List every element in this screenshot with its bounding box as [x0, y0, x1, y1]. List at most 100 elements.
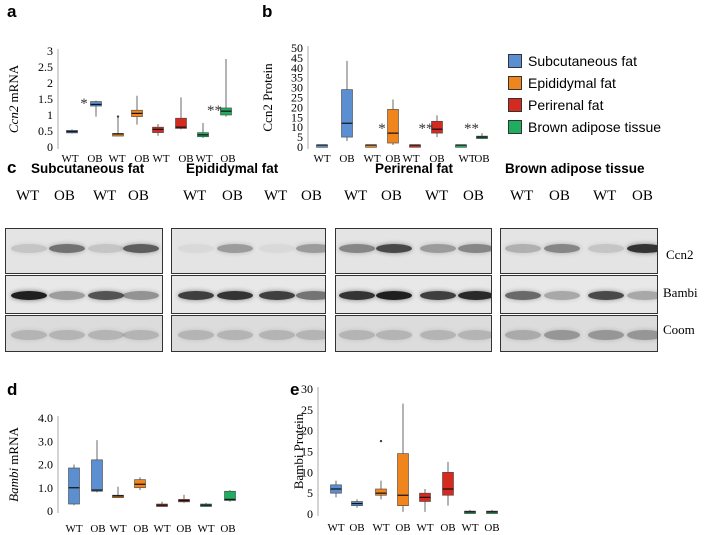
x-tick-label: WT: [109, 523, 126, 535]
blot-band: [627, 243, 657, 253]
legend-item: Subcutaneous fat: [508, 50, 661, 72]
blot-strip: [500, 228, 658, 274]
x-tick-label: OB: [339, 153, 354, 165]
blot-band: [588, 243, 624, 253]
legend-swatch: [508, 98, 522, 112]
blot-band: [11, 243, 47, 253]
x-tick-label: OB: [440, 522, 455, 534]
x-tick-label: WT: [458, 153, 475, 165]
box: [397, 453, 409, 506]
x-tick-label: OB: [474, 153, 489, 165]
box: [387, 109, 399, 144]
blot-band: [505, 329, 541, 340]
blot-strip: [5, 275, 163, 314]
panel-letter-e: e: [290, 380, 300, 399]
y-tick-label: 5: [307, 486, 313, 500]
lane-label: WT: [510, 188, 534, 204]
blot-band: [178, 291, 214, 300]
blot-band: [505, 291, 541, 300]
blot-strip: [5, 315, 163, 352]
blot-strip: [500, 315, 658, 352]
lane-label: OB: [222, 188, 243, 204]
x-tick-label: WT: [61, 153, 78, 165]
blot-band: [458, 243, 491, 253]
blot-band: [296, 243, 325, 253]
y-tick-label: 15: [291, 110, 303, 124]
y-tick-label: 0: [297, 140, 303, 154]
outlier-point: [116, 115, 120, 118]
blot-band: [588, 291, 624, 300]
panel-letter-a: a: [7, 2, 17, 21]
blot-band: [376, 243, 412, 253]
lane-label: OB: [128, 188, 149, 204]
x-tick-label: WT: [152, 153, 169, 165]
y-tick-label: 5: [297, 130, 303, 144]
blot-strip: [5, 228, 163, 274]
y-tick-label: 1: [47, 108, 53, 122]
legend-item: Perirenal fat: [508, 94, 661, 116]
y-tick-label: 1.5: [38, 92, 53, 106]
x-tick-label: OB: [90, 523, 105, 535]
x-tick-label: WT: [153, 523, 170, 535]
box: [442, 472, 454, 496]
blot-band: [217, 243, 253, 253]
blot-band: [11, 329, 47, 340]
blot-band: [376, 291, 412, 300]
x-tick-label: OB: [385, 153, 400, 165]
x-tick-label: WT: [363, 153, 380, 165]
blot-band: [49, 243, 85, 253]
blot-band: [259, 243, 295, 253]
y-tick-label: 0: [47, 504, 53, 518]
y-tick-label: 20: [291, 100, 303, 114]
blot-band: [339, 329, 375, 340]
x-tick-label: WT: [108, 153, 125, 165]
y-tick-label: 40: [291, 61, 303, 75]
blot-band: [420, 329, 456, 340]
lane-label: OB: [549, 188, 570, 204]
lane-label: WT: [425, 188, 449, 204]
y-tick-label: 25: [301, 403, 313, 417]
blot-band: [123, 291, 159, 300]
legend-swatch: [508, 120, 522, 134]
blot-band: [376, 329, 412, 340]
panel-letter-b: b: [262, 2, 273, 21]
y-tick-label: 2.0: [38, 458, 53, 472]
blot-band: [420, 291, 456, 300]
blot-band: [123, 329, 159, 340]
lane-label: OB: [632, 188, 653, 204]
blot-band: [49, 291, 85, 300]
x-tick-label: OB: [395, 522, 410, 534]
box: [341, 89, 353, 138]
x-tick-label: OB: [220, 523, 235, 535]
x-tick-label: WT: [416, 522, 433, 534]
blot-band: [339, 291, 375, 300]
lane-label: WT: [593, 188, 617, 204]
y-tick-label: 2: [47, 76, 53, 90]
row-label-coom: Coom: [663, 322, 695, 337]
lane-label: OB: [301, 188, 322, 204]
blot-band: [588, 329, 624, 340]
outlier-point: [379, 439, 383, 443]
box: [68, 467, 80, 505]
blot-band: [339, 243, 375, 253]
significance-mark: *: [80, 96, 88, 112]
blot-band: [627, 291, 657, 300]
y-tick-label: 30: [291, 81, 303, 95]
lane-label: WT: [183, 188, 207, 204]
box: [224, 490, 236, 501]
y-tick-label: 25: [291, 91, 303, 105]
blot-band: [178, 243, 214, 253]
x-tick-label: WT: [197, 523, 214, 535]
y-tick-label: 50: [291, 41, 303, 55]
box: [91, 459, 103, 492]
y-tick-label: 15: [301, 445, 313, 459]
y-tick-label: 4.0: [38, 411, 53, 425]
blot-band: [178, 329, 214, 340]
y-tick-label: 45: [291, 51, 303, 65]
y-tick-label: 1.0: [38, 481, 53, 495]
blot-title-brown: Brown adipose tissue: [505, 161, 645, 176]
legend-label: Brown adipose tissue: [528, 119, 662, 135]
blot-band: [123, 243, 159, 253]
